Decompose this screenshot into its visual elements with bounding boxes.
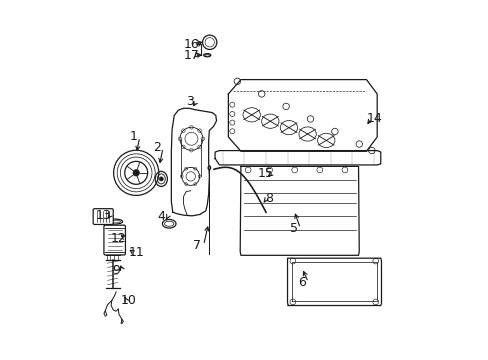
- Text: 2: 2: [152, 141, 160, 154]
- Text: 4: 4: [157, 210, 165, 223]
- Text: 16: 16: [183, 38, 199, 51]
- Text: 14: 14: [366, 112, 382, 125]
- Text: 3: 3: [185, 95, 194, 108]
- Text: 12: 12: [110, 231, 126, 244]
- Text: 15: 15: [257, 167, 273, 180]
- Ellipse shape: [203, 54, 210, 57]
- Text: 1: 1: [129, 130, 137, 144]
- Text: 13: 13: [96, 209, 112, 222]
- Circle shape: [133, 170, 139, 176]
- Circle shape: [202, 35, 217, 49]
- FancyBboxPatch shape: [104, 225, 125, 255]
- Text: 10: 10: [121, 294, 137, 307]
- Text: 17: 17: [183, 49, 199, 62]
- Circle shape: [159, 177, 163, 181]
- Text: 9: 9: [112, 264, 120, 277]
- Text: 8: 8: [265, 192, 273, 205]
- Text: 5: 5: [289, 222, 297, 235]
- Text: 11: 11: [128, 246, 144, 259]
- Text: 6: 6: [297, 276, 305, 289]
- Text: 7: 7: [193, 239, 201, 252]
- FancyBboxPatch shape: [93, 209, 113, 225]
